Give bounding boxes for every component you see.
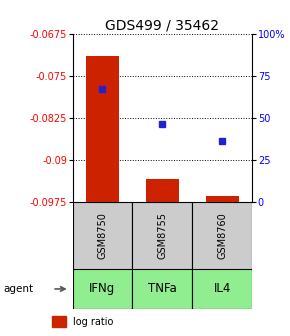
Bar [133,202,192,269]
Bar [192,202,252,269]
Bar [146,179,179,202]
Bar [72,269,133,309]
Title: GDS499 / 35462: GDS499 / 35462 [105,18,220,33]
Bar [72,202,133,269]
Text: GSM8755: GSM8755 [157,212,167,259]
Bar [192,269,252,309]
Text: GSM8750: GSM8750 [97,212,108,259]
Bar [206,196,239,202]
Bar [52,316,66,327]
Text: log ratio: log ratio [73,317,114,327]
Text: TNFa: TNFa [148,283,177,295]
Text: agent: agent [3,284,33,294]
Bar [133,269,192,309]
Text: GSM8760: GSM8760 [217,212,227,259]
Bar [86,56,119,202]
Text: IL4: IL4 [214,283,231,295]
Text: IFNg: IFNg [89,283,116,295]
